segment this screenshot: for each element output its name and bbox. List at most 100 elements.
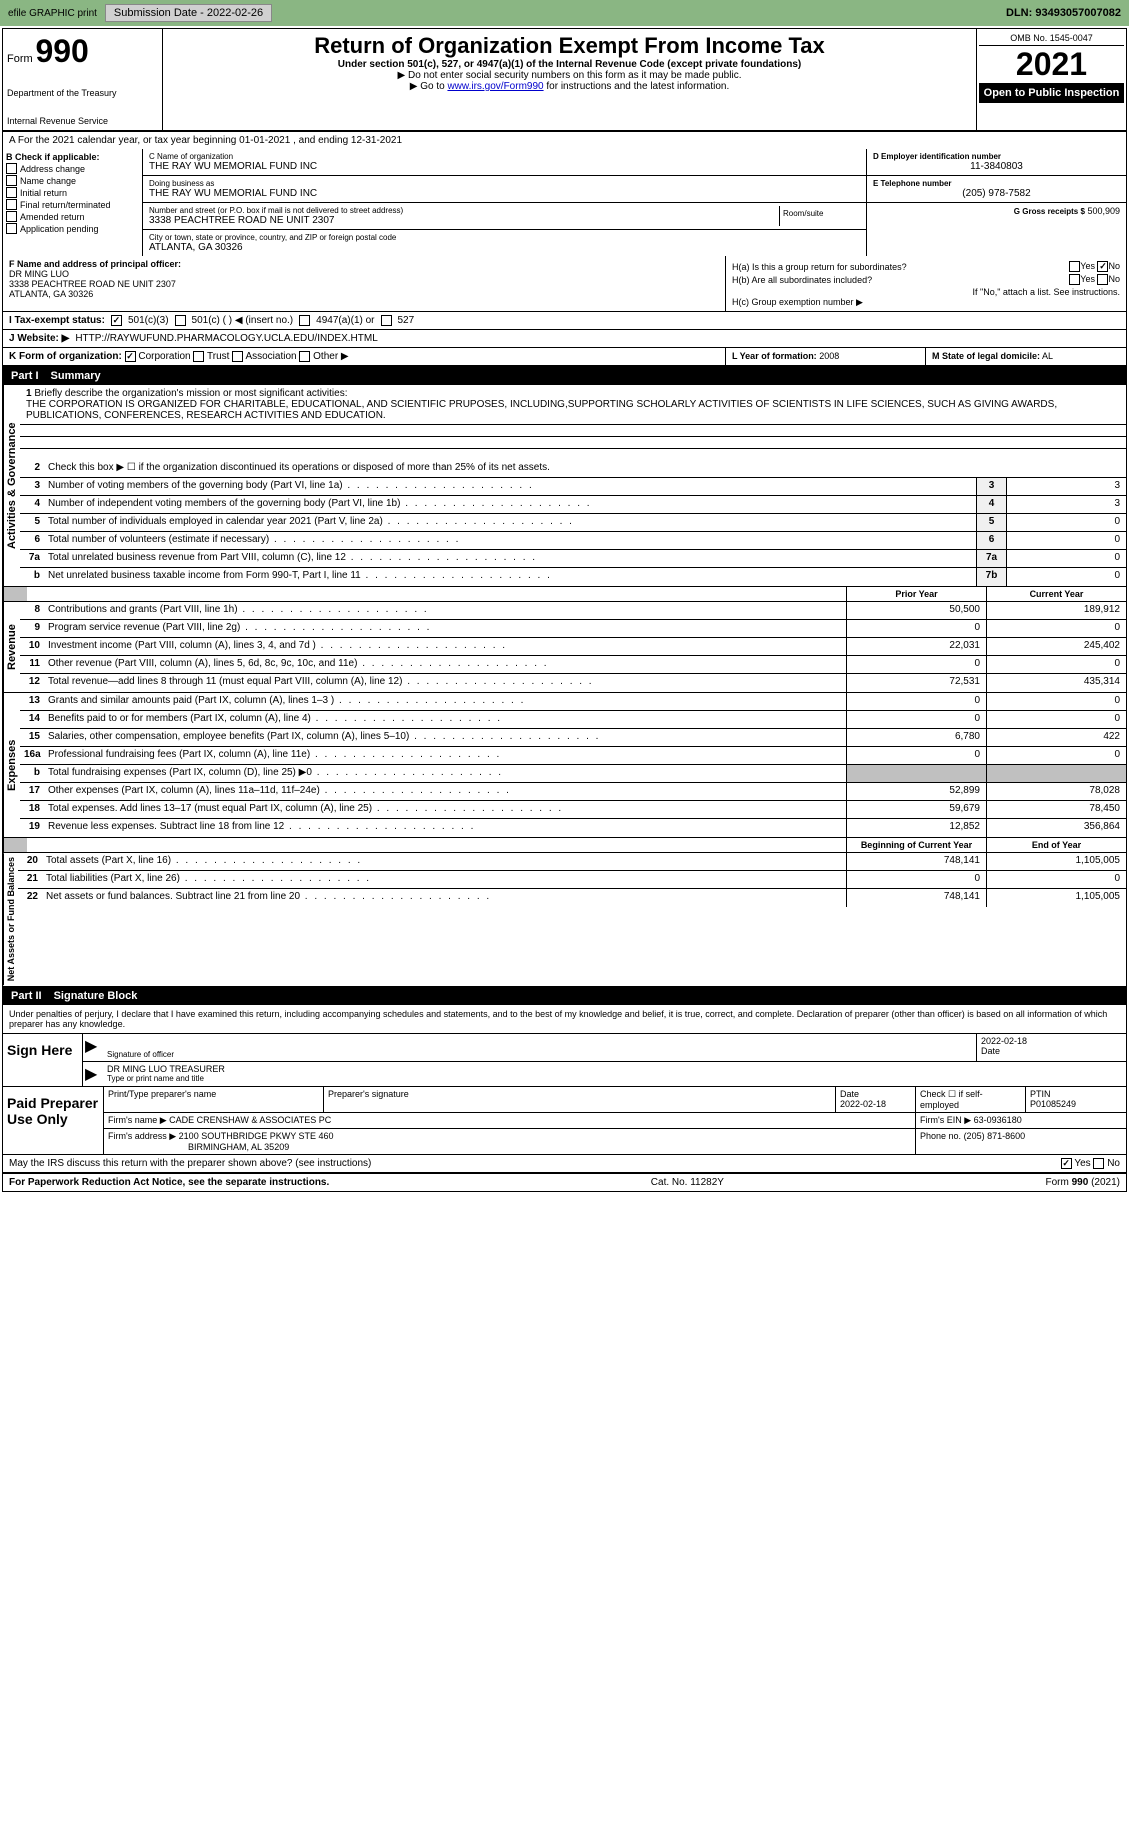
hc-label: H(c) Group exemption number ▶ — [732, 297, 1120, 308]
irs-link[interactable]: www.irs.gov/Form990 — [447, 81, 543, 92]
line-numcol: 3 — [976, 478, 1006, 495]
k-other: Other ▶ — [313, 351, 348, 362]
g-label: G Gross receipts $ — [1014, 207, 1085, 216]
revenue-content: 8 Contributions and grants (Part VIII, l… — [20, 602, 1126, 692]
line-numcol: 7b — [976, 568, 1006, 586]
ha-no-chk[interactable] — [1097, 261, 1108, 272]
c-label: C Name of organization — [149, 152, 860, 161]
current-val: 1,105,005 — [986, 853, 1126, 870]
current-val: 1,105,005 — [986, 889, 1126, 907]
part1-title: Summary — [51, 370, 101, 382]
current-val: 422 — [986, 729, 1126, 746]
chk-amended[interactable] — [6, 211, 17, 222]
sign-here-row: Sign Here ▶ Signature of officer 2022-02… — [3, 1033, 1126, 1086]
expenses-content: 13 Grants and similar amounts paid (Part… — [20, 693, 1126, 837]
i-527-chk[interactable] — [381, 315, 392, 326]
line-val: 0 — [1006, 550, 1126, 567]
top-bar: efile GRAPHIC print Submission Date - 20… — [0, 0, 1129, 26]
prior-val — [846, 765, 986, 782]
data-line: 9 Program service revenue (Part VIII, li… — [20, 620, 1126, 638]
city-label: City or town, state or province, country… — [149, 233, 860, 242]
data-line: 17 Other expenses (Part IX, column (A), … — [20, 783, 1126, 801]
form-title: Return of Organization Exempt From Incom… — [167, 33, 972, 59]
hb-yes-chk[interactable] — [1069, 274, 1080, 285]
k-label: K Form of organization: — [9, 351, 122, 362]
part1-header: Part I Summary — [3, 367, 1126, 385]
line-desc: Professional fundraising fees (Part IX, … — [44, 747, 846, 764]
prior-val: 6,780 — [846, 729, 986, 746]
mission-line — [20, 448, 1126, 460]
q1-num: 1 — [26, 388, 32, 399]
check-self: Check ☐ if self-employed — [920, 1089, 1021, 1110]
sig-date: 2022-02-18 — [981, 1036, 1122, 1046]
line-desc: Total unrelated business revenue from Pa… — [44, 550, 976, 567]
chk-address-lbl: Address change — [20, 164, 85, 174]
form-header: Form 990 Department of the Treasury Inte… — [3, 29, 1126, 132]
may-yes-chk[interactable] — [1061, 1158, 1072, 1169]
k-corp-chk[interactable] — [125, 351, 136, 362]
k-other-chk[interactable] — [299, 351, 310, 362]
line-desc: Other expenses (Part IX, column (A), lin… — [44, 783, 846, 800]
line-num: 21 — [18, 871, 42, 888]
submission-date-btn[interactable]: Submission Date - 2022-02-26 — [105, 4, 272, 22]
chk-address[interactable] — [6, 163, 17, 174]
may-irs-row: May the IRS discuss this return with the… — [3, 1154, 1126, 1174]
row-j: J Website: ▶ HTTP://RAYWUFUND.PHARMACOLO… — [3, 330, 1126, 348]
i-4947-chk[interactable] — [299, 315, 310, 326]
line-numcol: 5 — [976, 514, 1006, 531]
i-4947: 4947(a)(1) or — [316, 315, 374, 326]
i-527: 527 — [398, 315, 415, 326]
section-fh: F Name and address of principal officer:… — [3, 256, 1126, 312]
expenses-section: Expenses 13 Grants and similar amounts p… — [3, 693, 1126, 838]
hb-yes: Yes — [1080, 274, 1095, 284]
net-label: Net Assets or Fund Balances — [3, 853, 18, 985]
part2-num: Part II — [11, 990, 42, 1002]
firm-addr: 2100 SOUTHBRIDGE PKWY STE 460 — [179, 1131, 334, 1141]
addr: 3338 PEACHTREE ROAD NE UNIT 2307 — [149, 215, 779, 226]
chk-app[interactable] — [6, 223, 17, 234]
k-trust-chk[interactable] — [193, 351, 204, 362]
m-label: M State of legal domicile: — [932, 351, 1040, 361]
hb-no-chk[interactable] — [1097, 274, 1108, 285]
net-section: Net Assets or Fund Balances 20 Total ass… — [3, 853, 1126, 986]
line-numcol: 4 — [976, 496, 1006, 513]
l-label: L Year of formation: — [732, 351, 817, 361]
ha-yes: Yes — [1080, 261, 1095, 271]
line-num: 22 — [18, 889, 42, 907]
chk-initial[interactable] — [6, 187, 17, 198]
ha-yes-chk[interactable] — [1069, 261, 1080, 272]
chk-name-lbl: Name change — [20, 176, 76, 186]
i-501c3-chk[interactable] — [111, 315, 122, 326]
col-k: K Form of organization: Corporation Trus… — [3, 348, 726, 365]
k-assoc-chk[interactable] — [232, 351, 243, 362]
line-desc: Salaries, other compensation, employee b… — [44, 729, 846, 746]
data-line: 19 Revenue less expenses. Subtract line … — [20, 819, 1126, 837]
chk-name[interactable] — [6, 175, 17, 186]
note2: ▶ Go to www.irs.gov/Form990 for instruct… — [167, 81, 972, 92]
col-l: L Year of formation: 2008 — [726, 348, 926, 365]
chk-initial-lbl: Initial return — [20, 188, 67, 198]
net-headers: Beginning of Current Year End of Year — [3, 838, 1126, 853]
chk-amended-lbl: Amended return — [20, 212, 85, 222]
data-line: 10 Investment income (Part VIII, column … — [20, 638, 1126, 656]
row-i: I Tax-exempt status: 501(c)(3) 501(c) ( … — [3, 312, 1126, 330]
efile-label: efile GRAPHIC print — [8, 8, 97, 19]
room-label: Room/suite — [780, 206, 860, 226]
may-no-chk[interactable] — [1093, 1158, 1104, 1169]
form-label: Form — [7, 53, 33, 65]
current-val — [986, 765, 1126, 782]
revenue-label: Revenue — [3, 602, 20, 692]
line-desc: Net unrelated business taxable income fr… — [44, 568, 976, 586]
prior-val: 72,531 — [846, 674, 986, 692]
i-501c-chk[interactable] — [175, 315, 186, 326]
website: HTTP://RAYWUFUND.PHARMACOLOGY.UCLA.EDU/I… — [75, 333, 377, 344]
chk-final[interactable] — [6, 199, 17, 210]
line-num: 6 — [20, 532, 44, 549]
phone-lbl: Phone no. — [920, 1131, 961, 1141]
firm-name-lbl: Firm's name ▶ — [108, 1115, 167, 1125]
line-val: 0 — [1006, 532, 1126, 549]
ptin-lbl: PTIN — [1030, 1089, 1122, 1099]
prior-val: 50,500 — [846, 602, 986, 619]
phone: (205) 978-7582 — [873, 188, 1120, 199]
officer-addr1: 3338 PEACHTREE ROAD NE UNIT 2307 — [9, 279, 719, 289]
